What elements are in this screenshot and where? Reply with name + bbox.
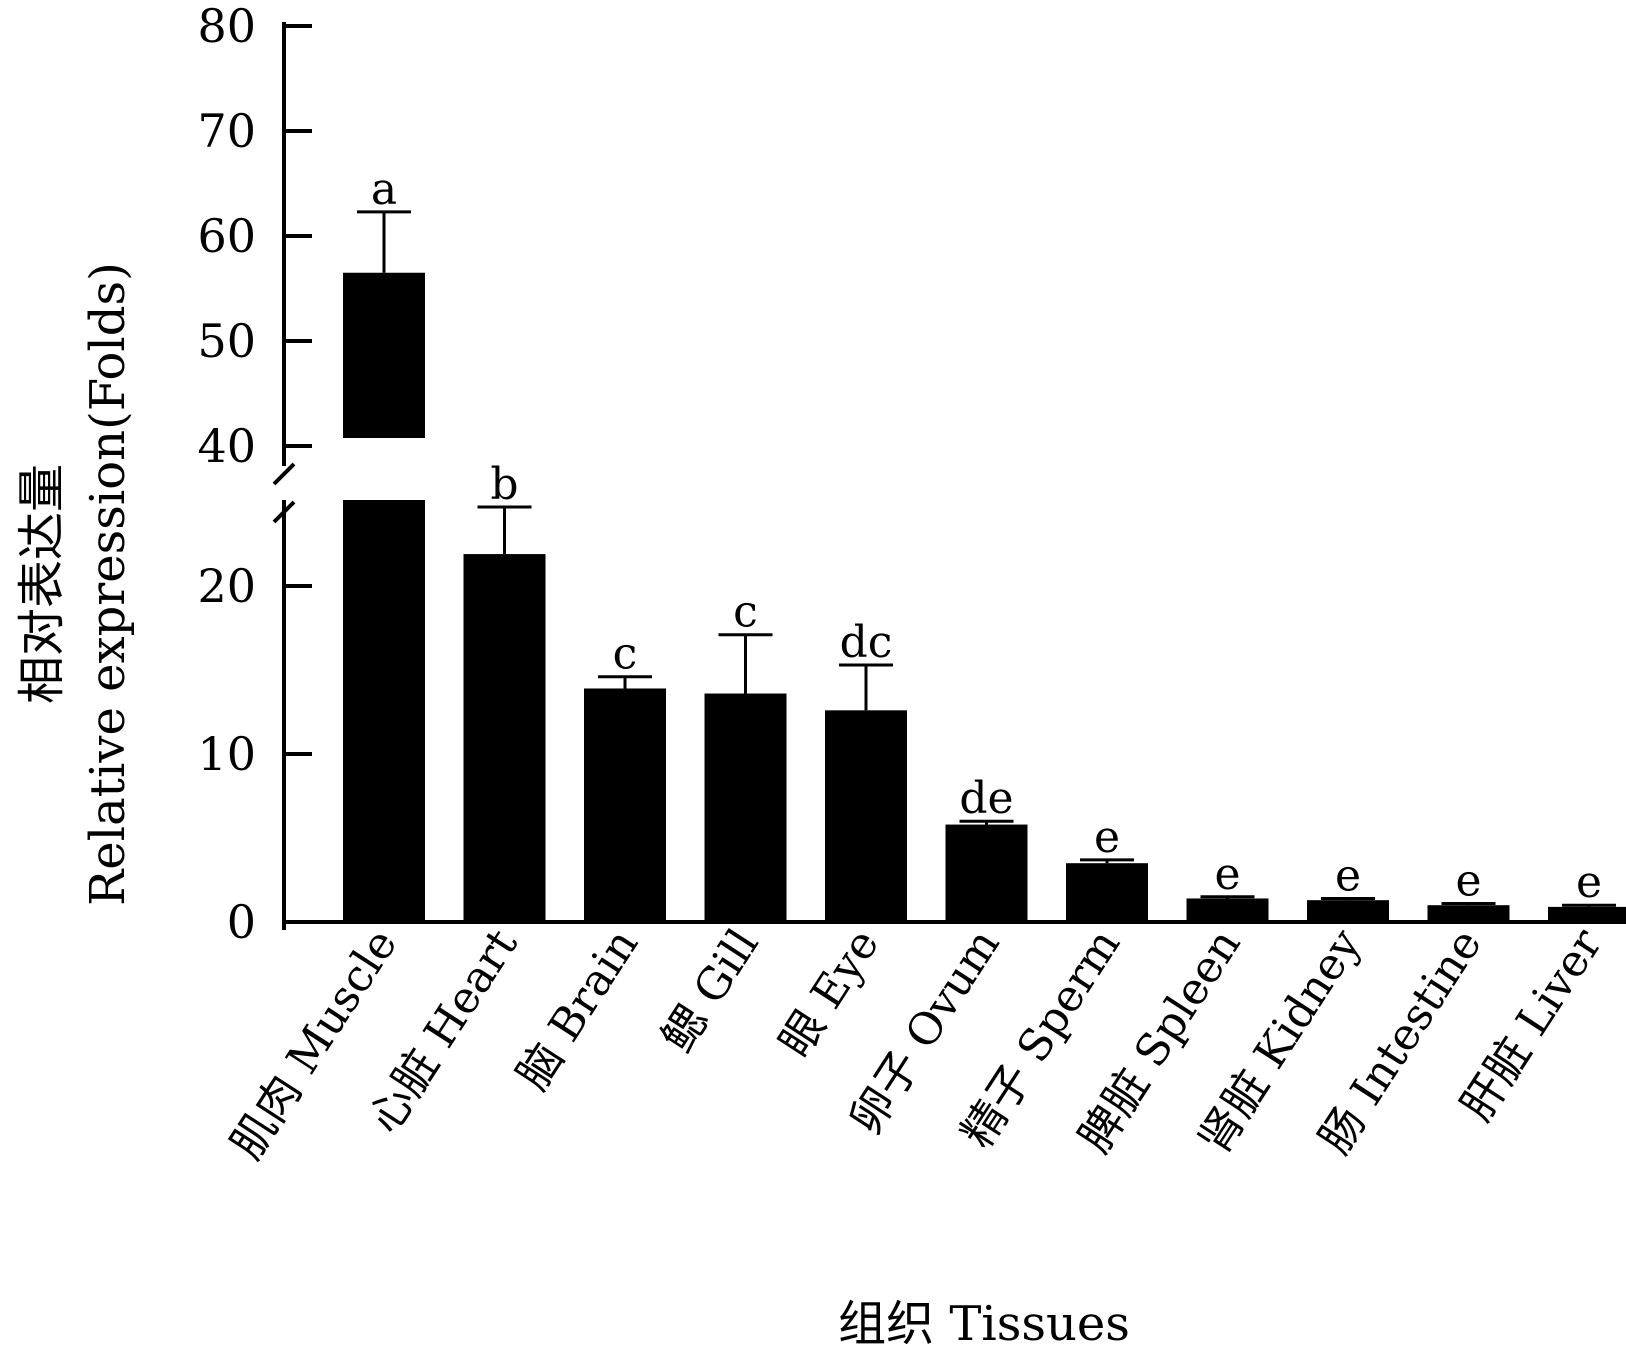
axis-break-mark xyxy=(272,500,296,524)
significance-label: e xyxy=(1094,812,1120,863)
bar xyxy=(584,688,666,922)
significance-label: e xyxy=(1214,849,1240,900)
significance-label: dc xyxy=(840,617,893,668)
significance-label: c xyxy=(733,587,758,638)
bar xyxy=(1186,898,1269,922)
y-axis-title-en: Relative expression(Folds) xyxy=(80,262,136,906)
significance-label: e xyxy=(1576,857,1602,908)
x-axis-title: 组织 Tissues xyxy=(838,1296,1130,1352)
bar xyxy=(1548,906,1626,922)
significance-label: de xyxy=(959,773,1013,824)
x-tick-label: 脑 Brain xyxy=(507,920,648,1099)
y-tick-label: 40 xyxy=(197,419,256,473)
significance-label: b xyxy=(490,459,518,510)
y-tick-label: 20 xyxy=(197,559,256,613)
x-tick-label: 眼 Eye xyxy=(770,920,890,1066)
bar xyxy=(1427,905,1510,922)
y-axis-title-cn: 相对表达量 xyxy=(14,464,70,704)
significance-label: c xyxy=(613,629,638,680)
x-tick-label: 肌肉 Muscle xyxy=(221,920,407,1168)
bar xyxy=(945,824,1028,922)
bar xyxy=(343,272,425,438)
bar xyxy=(1066,863,1148,922)
bar xyxy=(343,500,425,922)
bar xyxy=(704,693,787,922)
bars: a b c c dc de e e e e e xyxy=(343,164,1626,922)
y-tick-label: 10 xyxy=(197,727,256,781)
bar xyxy=(1307,900,1389,922)
y-tick-label: 80 xyxy=(197,0,256,53)
bar xyxy=(825,710,907,922)
axis-break-mark xyxy=(272,462,296,486)
significance-label: a xyxy=(371,164,397,215)
y-tick-label: 0 xyxy=(227,895,256,949)
significance-label: e xyxy=(1335,850,1361,901)
y-tick-label: 60 xyxy=(197,209,256,263)
y-axis-title: 相对表达量 Relative expression(Folds) xyxy=(14,262,136,906)
y-tick-label: 70 xyxy=(197,104,256,158)
significance-label: e xyxy=(1455,856,1481,907)
x-tick-label: 鳃 Gill xyxy=(652,920,768,1061)
y-tick-label: 50 xyxy=(197,314,256,368)
bar xyxy=(463,554,546,922)
